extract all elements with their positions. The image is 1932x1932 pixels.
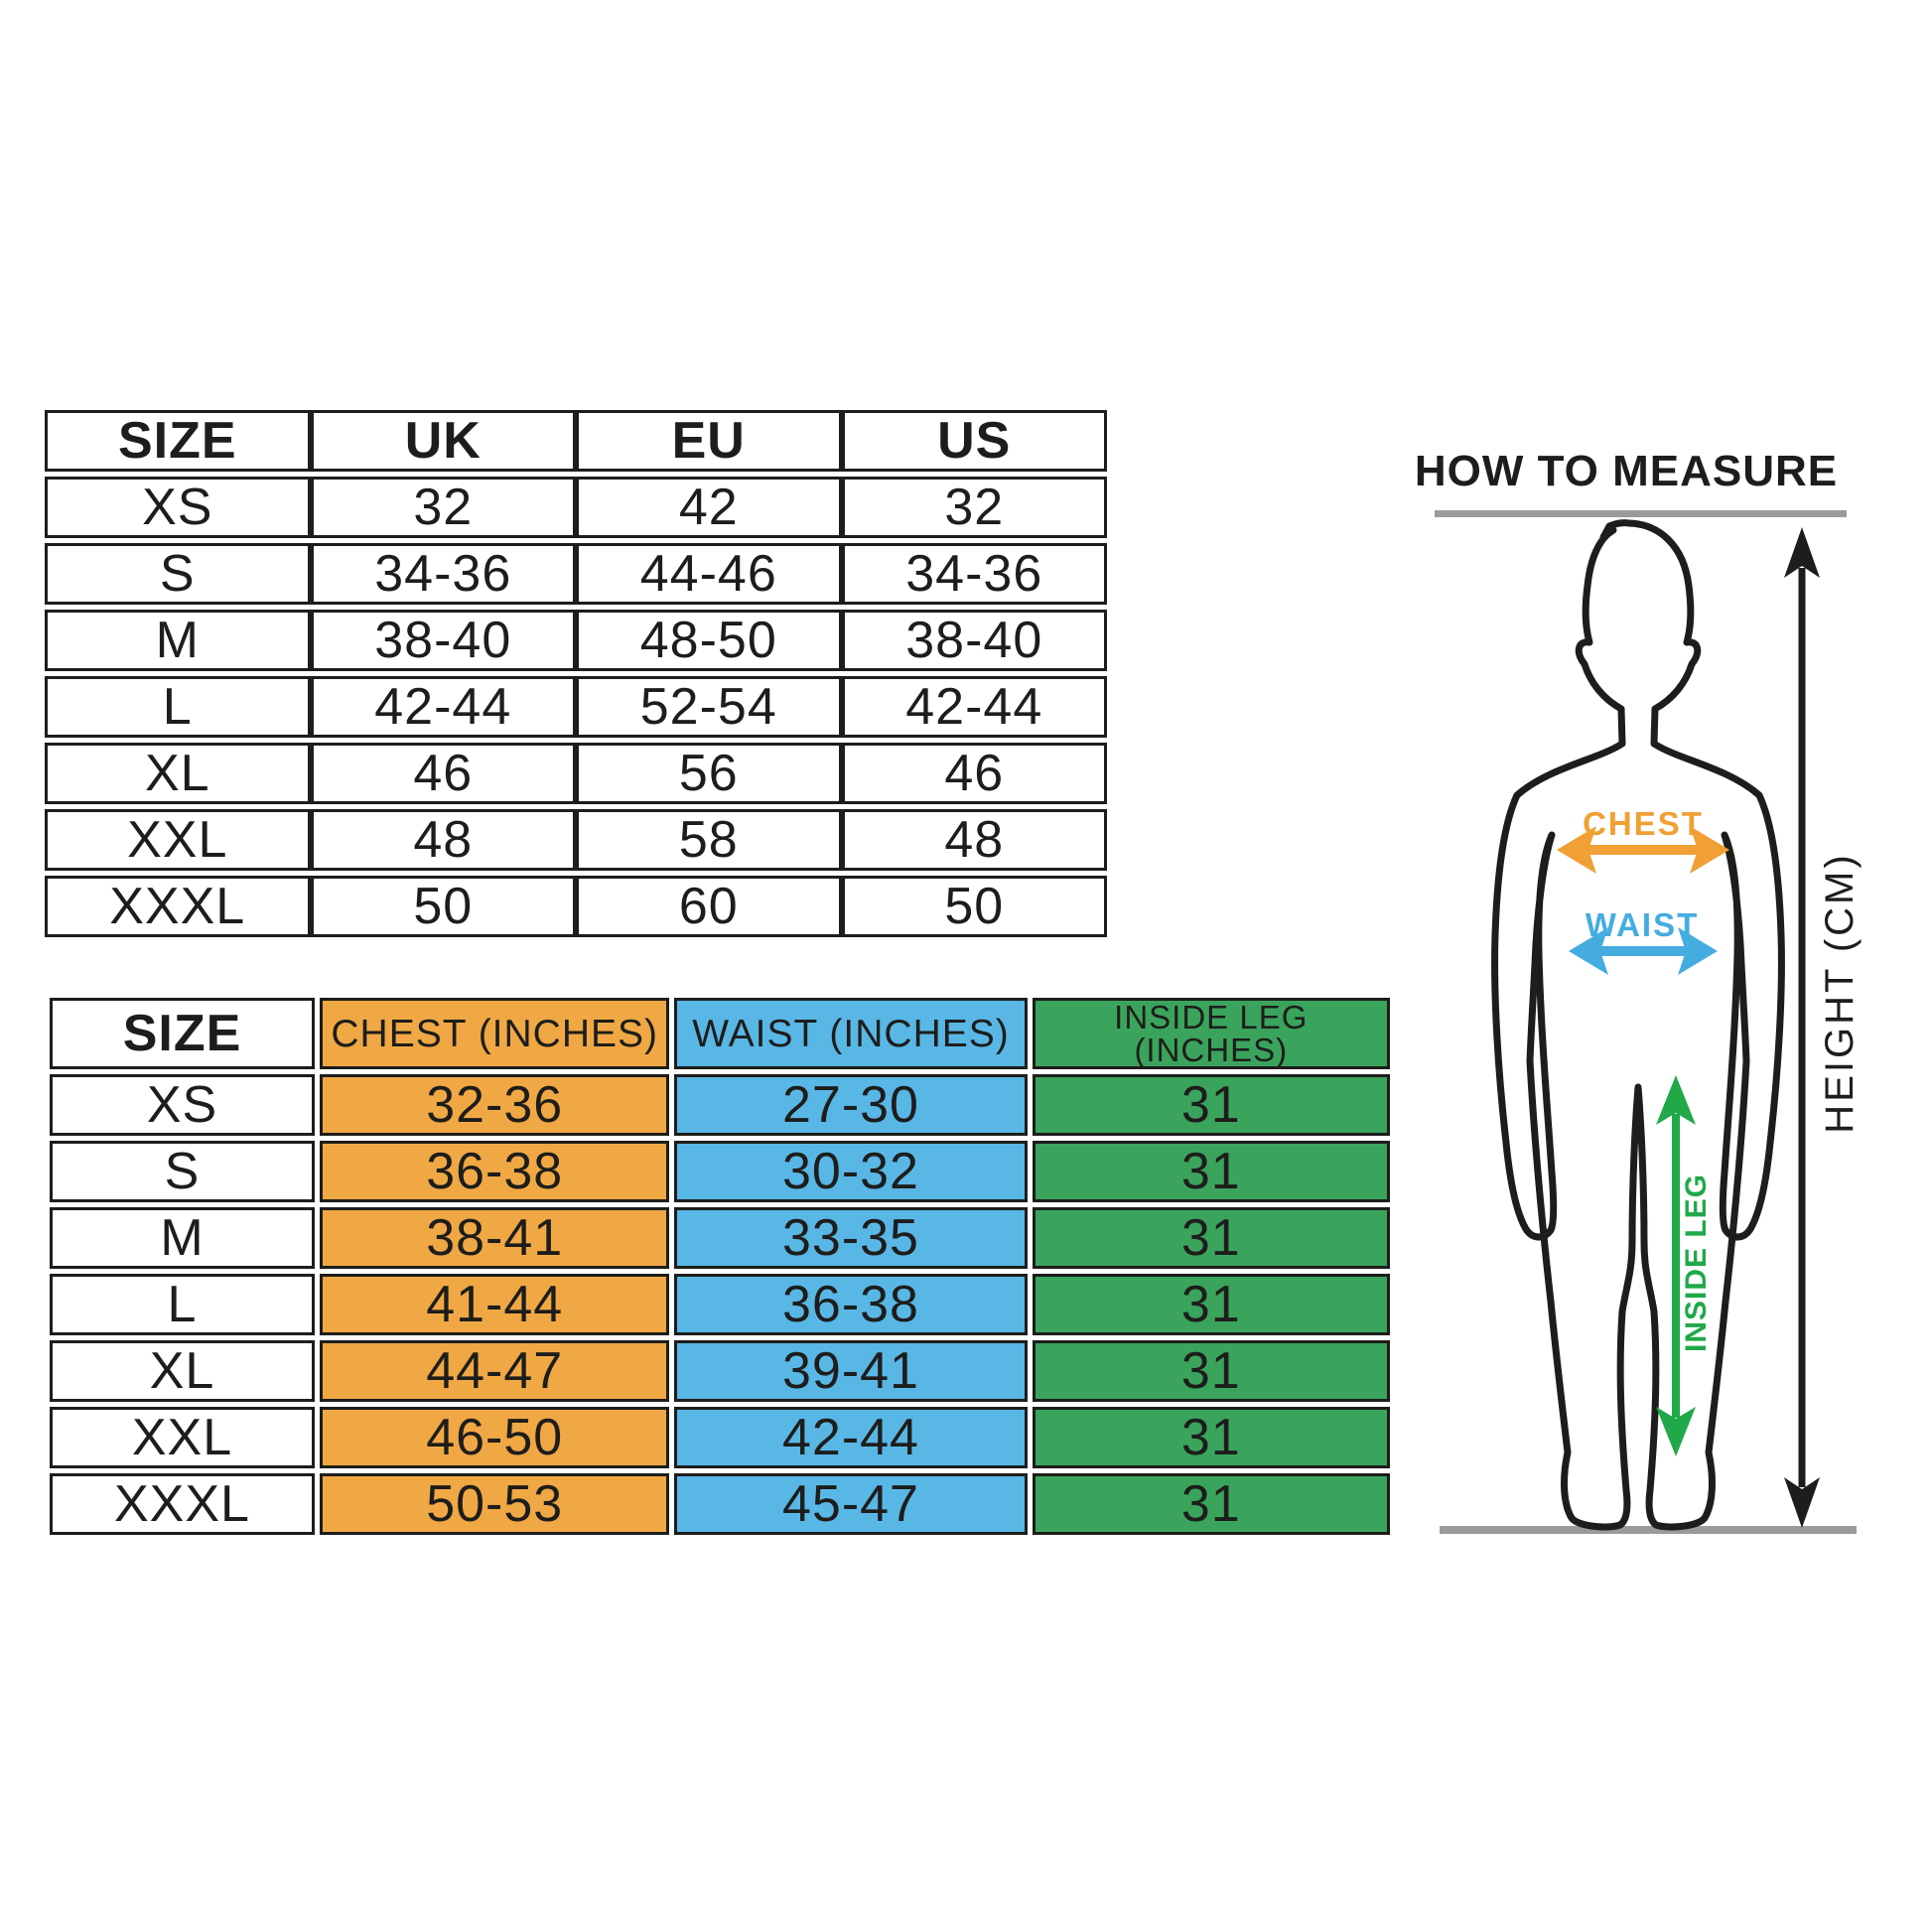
size-cell: M — [45, 610, 311, 671]
waist-cell: 36-38 — [674, 1274, 1028, 1335]
uk-cell: 48 — [310, 809, 576, 871]
size-cell: L — [50, 1274, 315, 1335]
inside-leg-cell: 31 — [1032, 1407, 1390, 1468]
eu-cell: 42 — [576, 477, 842, 538]
column-header-us: US — [841, 410, 1107, 472]
column-header-size: SIZE — [50, 998, 315, 1069]
table-row: M 38-40 48-50 38-40 — [45, 610, 1107, 671]
waist-arrow — [1569, 927, 1718, 975]
eu-cell: 60 — [576, 876, 842, 937]
us-cell: 34-36 — [841, 543, 1107, 605]
column-header-size: SIZE — [45, 410, 311, 472]
inside-leg-cell: 31 — [1032, 1074, 1390, 1136]
measurement-figure: CHEST WAIST INSIDE LEG HEIGHT (CM) — [1440, 519, 1862, 1534]
table-row: XXL 48 58 48 — [45, 809, 1107, 871]
chest-cell: 32-36 — [320, 1074, 670, 1136]
chest-cell: 41-44 — [320, 1274, 670, 1335]
column-header-inside-leg: INSIDE LEG (INCHES) — [1032, 998, 1390, 1069]
table-header-row: SIZE UK EU US — [45, 410, 1107, 472]
inside-leg-cell: 31 — [1032, 1473, 1390, 1535]
uk-cell: 46 — [310, 743, 576, 804]
us-cell: 50 — [841, 876, 1107, 937]
table-row: S 34-36 44-46 34-36 — [45, 543, 1107, 605]
size-cell: XS — [45, 477, 311, 538]
uk-cell: 50 — [310, 876, 576, 937]
body-silhouette — [1491, 519, 1785, 1531]
table-row: S 36-38 30-32 31 — [50, 1141, 1390, 1202]
eu-cell: 52-54 — [576, 676, 842, 738]
height-label: HEIGHT (CM) — [1818, 852, 1862, 1133]
waist-cell: 27-30 — [674, 1074, 1028, 1136]
table-header-row: SIZE CHEST (INCHES) WAIST (INCHES) INSID… — [50, 998, 1390, 1069]
uk-cell: 42-44 — [310, 676, 576, 738]
ground-line — [1440, 1526, 1857, 1534]
uk-cell: 32 — [310, 477, 576, 538]
size-cell: S — [45, 543, 311, 605]
eu-cell: 44-46 — [576, 543, 842, 605]
size-cell: XXXL — [45, 876, 311, 937]
measurement-table: SIZE CHEST (INCHES) WAIST (INCHES) INSID… — [45, 993, 1395, 1540]
chest-cell: 38-41 — [320, 1207, 670, 1269]
eu-cell: 56 — [576, 743, 842, 804]
inside-leg-cell: 31 — [1032, 1340, 1390, 1402]
chest-arrow — [1557, 826, 1729, 874]
size-conversion-table: SIZE UK EU US XS 32 42 32 S 34-36 44-46 … — [45, 405, 1107, 942]
size-cell: XL — [50, 1340, 315, 1402]
table-row: XXXL 50 60 50 — [45, 876, 1107, 937]
height-arrow — [1784, 527, 1820, 1528]
waist-cell: 33-35 — [674, 1207, 1028, 1269]
table-row: XS 32-36 27-30 31 — [50, 1074, 1390, 1136]
us-cell: 42-44 — [841, 676, 1107, 738]
inside-leg-cell: 31 — [1032, 1141, 1390, 1202]
size-cell: XS — [50, 1074, 315, 1136]
us-cell: 38-40 — [841, 610, 1107, 671]
column-header-eu: EU — [576, 410, 842, 472]
us-cell: 48 — [841, 809, 1107, 871]
uk-cell: 38-40 — [310, 610, 576, 671]
table-row: XL 46 56 46 — [45, 743, 1107, 804]
us-cell: 46 — [841, 743, 1107, 804]
size-cell: L — [45, 676, 311, 738]
size-cell: XXL — [45, 809, 311, 871]
waist-cell: 42-44 — [674, 1407, 1028, 1468]
size-cell: XXXL — [50, 1473, 315, 1535]
size-cell: XXL — [50, 1407, 315, 1468]
how-to-measure-title: HOW TO MEASURE — [1414, 447, 1839, 495]
table-row: XXXL 50-53 45-47 31 — [50, 1473, 1390, 1535]
table-row: XS 32 42 32 — [45, 477, 1107, 538]
table-row: L 42-44 52-54 42-44 — [45, 676, 1107, 738]
waist-cell: 45-47 — [674, 1473, 1028, 1535]
column-header-uk: UK — [310, 410, 576, 472]
inside-leg-arrow — [1656, 1075, 1696, 1456]
waist-cell: 30-32 — [674, 1141, 1028, 1202]
chest-cell: 44-47 — [320, 1340, 670, 1402]
inside-leg-label: INSIDE LEG — [1680, 1173, 1713, 1352]
uk-cell: 34-36 — [310, 543, 576, 605]
waist-label: WAIST — [1586, 906, 1700, 943]
column-header-chest: CHEST (INCHES) — [320, 998, 670, 1069]
table-row: XL 44-47 39-41 31 — [50, 1340, 1390, 1402]
eu-cell: 58 — [576, 809, 842, 871]
inside-leg-cell: 31 — [1032, 1274, 1390, 1335]
table-row: L 41-44 36-38 31 — [50, 1274, 1390, 1335]
table-row: XXL 46-50 42-44 31 — [50, 1407, 1390, 1468]
waist-cell: 39-41 — [674, 1340, 1028, 1402]
inside-leg-cell: 31 — [1032, 1207, 1390, 1269]
column-header-waist: WAIST (INCHES) — [674, 998, 1028, 1069]
title-underline — [1435, 510, 1847, 517]
eu-cell: 48-50 — [576, 610, 842, 671]
chest-cell: 46-50 — [320, 1407, 670, 1468]
size-cell: XL — [45, 743, 311, 804]
size-cell: S — [50, 1141, 315, 1202]
chest-cell: 50-53 — [320, 1473, 670, 1535]
chest-label: CHEST — [1583, 805, 1704, 842]
size-cell: M — [50, 1207, 315, 1269]
us-cell: 32 — [841, 477, 1107, 538]
chest-cell: 36-38 — [320, 1141, 670, 1202]
table-row: M 38-41 33-35 31 — [50, 1207, 1390, 1269]
